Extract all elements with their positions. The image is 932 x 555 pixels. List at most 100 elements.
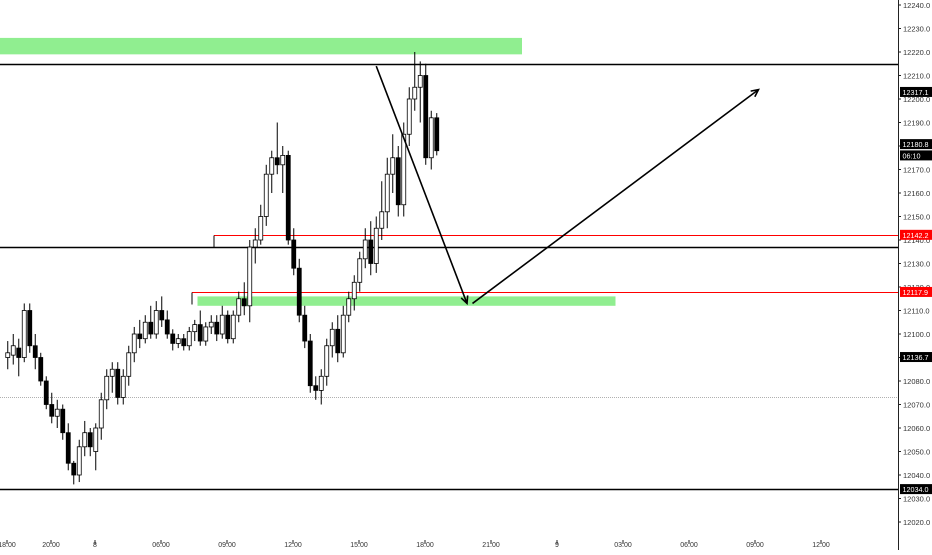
candle[interactable] <box>148 305 154 339</box>
candle[interactable] <box>5 341 11 370</box>
price-axis-label: 12230.0 <box>903 25 930 34</box>
candle[interactable] <box>428 110 434 170</box>
candle[interactable] <box>280 146 286 193</box>
candle[interactable] <box>131 326 137 363</box>
candle[interactable] <box>373 216 379 273</box>
candle[interactable] <box>43 376 49 410</box>
time-axis-label: 12:00 <box>812 542 830 549</box>
candle[interactable] <box>236 291 242 323</box>
candle[interactable] <box>82 420 88 457</box>
candle[interactable] <box>49 392 55 424</box>
candle[interactable] <box>214 315 220 342</box>
projection-arrow-0[interactable] <box>375 65 469 306</box>
candle[interactable] <box>186 326 192 351</box>
candle[interactable] <box>164 310 170 339</box>
zone-1[interactable] <box>197 296 616 306</box>
candle[interactable] <box>384 157 390 229</box>
candle[interactable] <box>434 113 440 156</box>
candle[interactable] <box>137 319 143 349</box>
candle[interactable] <box>291 228 297 276</box>
candle[interactable] <box>208 315 214 334</box>
candle[interactable] <box>175 334 181 349</box>
price-tag[interactable]: 12034.0 <box>900 484 932 495</box>
price-tag-red[interactable]: 12142.2 <box>900 229 932 240</box>
price-tag[interactable]: 12136.7 <box>900 352 932 363</box>
candle[interactable] <box>71 460 77 485</box>
candle[interactable] <box>159 296 165 327</box>
candle[interactable] <box>379 181 385 240</box>
price-tag[interactable]: 06:10 <box>900 150 932 161</box>
candle[interactable] <box>335 315 341 363</box>
candle[interactable] <box>247 240 253 323</box>
candle[interactable] <box>60 404 66 440</box>
price-tag[interactable]: 12180.8 <box>900 139 932 150</box>
candle[interactable] <box>120 369 126 405</box>
candle[interactable] <box>170 329 176 351</box>
candle[interactable] <box>16 338 22 377</box>
candle[interactable] <box>225 310 231 344</box>
candle[interactable] <box>153 301 159 339</box>
candle[interactable] <box>104 369 110 410</box>
candle[interactable] <box>329 322 335 358</box>
candle[interactable] <box>390 134 396 193</box>
price-tag-red[interactable]: 12117.9 <box>900 286 932 297</box>
candle[interactable] <box>258 204 264 245</box>
candle[interactable] <box>346 291 352 323</box>
candle-body-bear <box>43 380 49 405</box>
candle[interactable] <box>10 334 16 365</box>
candle[interactable] <box>65 423 71 471</box>
candle[interactable] <box>241 282 247 316</box>
candle[interactable] <box>263 164 269 226</box>
projection-arrow-1[interactable] <box>472 88 760 305</box>
candle[interactable] <box>406 87 412 146</box>
candle[interactable] <box>340 305 346 358</box>
candle[interactable] <box>197 310 203 346</box>
candle[interactable] <box>181 334 187 351</box>
candle[interactable] <box>38 352 44 386</box>
candle[interactable] <box>313 376 319 400</box>
price-axis-label: 12240.0 <box>903 1 930 10</box>
candle[interactable] <box>192 319 198 342</box>
candle-body-bull <box>318 375 324 391</box>
time-axis-label: 12:00 <box>284 542 302 549</box>
candle[interactable] <box>98 392 104 440</box>
candle[interactable] <box>302 305 308 349</box>
candle-body-bull <box>340 314 346 354</box>
candle[interactable] <box>252 228 258 264</box>
zone-0[interactable] <box>0 37 522 55</box>
candle[interactable] <box>32 334 38 370</box>
candle[interactable] <box>93 423 99 471</box>
price-tag[interactable]: 12317.1 <box>900 86 932 97</box>
candle[interactable] <box>362 228 368 269</box>
candle[interactable] <box>285 150 291 245</box>
candle[interactable] <box>412 52 418 111</box>
candle[interactable] <box>318 369 324 405</box>
candle[interactable] <box>368 221 374 276</box>
candle[interactable] <box>27 303 33 353</box>
candle[interactable] <box>296 258 302 323</box>
candle[interactable] <box>324 338 330 386</box>
candle[interactable] <box>357 251 363 292</box>
candle[interactable] <box>115 362 121 405</box>
candle[interactable] <box>417 61 423 123</box>
candle[interactable] <box>109 362 115 393</box>
candle[interactable] <box>230 310 236 344</box>
candle[interactable] <box>351 275 357 311</box>
candle[interactable] <box>269 150 275 193</box>
candle[interactable] <box>219 305 225 339</box>
candle[interactable] <box>76 439 82 483</box>
candle-body-bull <box>346 298 352 316</box>
candle[interactable] <box>142 315 148 344</box>
candle[interactable] <box>307 334 313 393</box>
price-axis-label: 12100.0 <box>903 330 930 339</box>
candle[interactable] <box>203 322 209 346</box>
candle[interactable] <box>395 146 401 217</box>
candle[interactable] <box>126 345 132 386</box>
candle-body-bull <box>186 331 192 347</box>
candle[interactable] <box>87 428 93 457</box>
candle[interactable] <box>54 399 60 428</box>
candle[interactable] <box>274 122 280 175</box>
candle[interactable] <box>423 63 429 165</box>
candle[interactable] <box>21 303 27 363</box>
